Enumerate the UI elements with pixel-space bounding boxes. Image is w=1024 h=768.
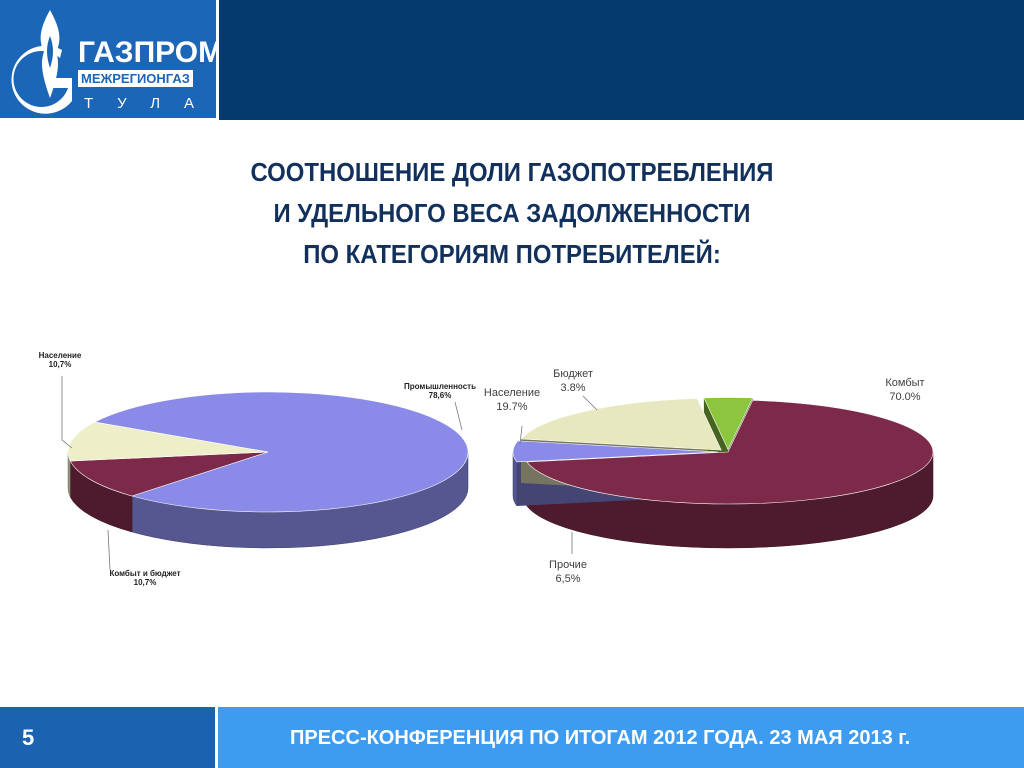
pie2-label-komby: Комбыт 70.0% <box>885 377 924 403</box>
pie-charts: Население 10,7% Промышленность 78,6% Комбыт … <box>39 351 934 587</box>
footer-left-block: 5 <box>0 707 215 768</box>
pie2-leader-population <box>519 425 523 445</box>
header: ГАЗПРОМ МЕЖРЕГИОНГАЗ ТУЛА <box>0 0 1024 120</box>
pie2-slice-population[interactable] <box>520 398 722 451</box>
company-logo[interactable]: ГАЗПРОМ МЕЖРЕГИОНГАЗ ТУЛА <box>0 0 216 118</box>
slide-title: СООТНОШЕНИЕ ДОЛИ ГАЗОПОТРЕБЛЕНИЯ И УДЕЛЬ… <box>0 152 1024 275</box>
pie2-slice-other[interactable] <box>512 440 719 463</box>
footer-divider <box>215 707 218 768</box>
pie1-slice-komby-budget[interactable] <box>69 451 269 497</box>
footer-text: ПРЕСС-КОНФЕРЕНЦИЯ ПО ИТОГАМ 2012 ГОДА. 2… <box>290 727 911 749</box>
pie1-label-komby-budget: Комбыт и бюджет 10,7% <box>109 569 180 587</box>
logo-main-text: ГАЗПРОМ <box>78 36 216 69</box>
pie1-slice-population[interactable] <box>67 421 269 462</box>
pie2-leader-budget <box>582 395 598 411</box>
pie2-slice-komby[interactable] <box>526 400 934 505</box>
title-line-3: ПО КАТЕГОРИЯМ ПОТРЕБИТЕЛЕЙ: <box>303 239 721 269</box>
logo-city-text: ТУЛА <box>84 95 216 112</box>
pie1-label-population: Население 10,7% <box>39 351 82 369</box>
header-divider <box>216 0 219 120</box>
title-line-2: И УДЕЛЬНОГО ВЕСА ЗАДОЛЖЕННОСТИ <box>273 198 751 228</box>
page-number: 5 <box>22 725 35 750</box>
pie1-leader-population <box>61 376 73 449</box>
title-line-1: СООТНОШЕНИЕ ДОЛИ ГАЗОПОТРЕБЛЕНИЯ <box>250 157 774 187</box>
pie1-label-industry: Промышленность 78,6% <box>404 382 476 400</box>
pie2-label-other: Прочие 6,5% <box>549 559 587 585</box>
pie2-label-budget: Бюджет 3.8% <box>553 368 593 394</box>
pie1-slice-industry[interactable] <box>93 391 469 513</box>
header-band <box>219 0 1024 120</box>
footer: 5 ПРЕСС-КОНФЕРЕНЦИЯ ПО ИТОГАМ 2012 ГОДА.… <box>0 707 1024 768</box>
logo-sub-text: МЕЖРЕГИОНГАЗ <box>78 70 193 87</box>
pie1-leader-industry <box>454 401 463 431</box>
footer-right-block: ПРЕСС-КОНФЕРЕНЦИЯ ПО ИТОГАМ 2012 ГОДА. 2… <box>218 707 1024 768</box>
charts-area: Население 10,7% Промышленность 78,6% Комбыт … <box>0 340 1024 610</box>
pie2-slice-budget[interactable] <box>703 397 754 451</box>
pie1-leader-komby-budget <box>107 529 111 571</box>
flame-logo-icon <box>11 10 72 114</box>
pie2-label-population: Население 19.7% <box>484 387 540 413</box>
